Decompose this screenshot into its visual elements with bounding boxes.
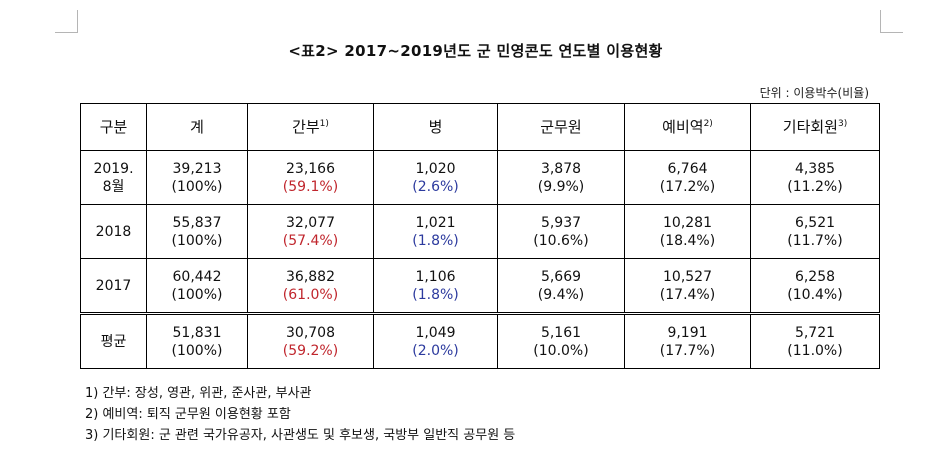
- cell-percent: (57.4%): [282, 232, 339, 249]
- cell-officer: 23,166 (59.1%): [247, 150, 374, 205]
- row-label: 평균: [80, 312, 147, 369]
- cell-percent: (17.7%): [659, 342, 716, 359]
- cell-total: 51,831 (100%): [146, 312, 248, 369]
- cell-other-members: 4,385 (11.2%): [750, 150, 880, 205]
- cell-civilian: 3,878 (9.9%): [497, 150, 625, 205]
- cell-civilian: 5,161 (10.0%): [497, 312, 625, 369]
- table-row: 2018 55,837 (100%) 32,077 (57.4%) 1,021 (1.8%)…: [80, 204, 880, 259]
- cell-value: 23,166: [286, 160, 335, 177]
- cell-percent: (11.7%): [787, 232, 843, 249]
- crop-mark-top-right: [880, 10, 903, 33]
- cell-reserve: 9,191 (17.7%): [624, 312, 751, 369]
- cell-value: 32,077: [286, 214, 335, 231]
- cell-percent: (2.0%): [412, 342, 459, 359]
- footnotes: 1) 간부: 장성, 영관, 위관, 준사관, 부사관 2) 예비역: 퇴직 군…: [85, 383, 515, 446]
- cell-soldier: 1,049 (2.0%): [373, 312, 498, 369]
- cell-other-members: 6,521 (11.7%): [750, 204, 880, 259]
- cell-officer: 30,708 (59.2%): [247, 312, 374, 369]
- unit-label: 단위 : 이용박수(비율): [759, 86, 869, 100]
- cell-value: 36,882: [286, 268, 335, 285]
- cell-percent: (2.6%): [412, 178, 459, 195]
- cell-percent: (59.1%): [282, 178, 339, 195]
- cell-value: 9,191: [667, 324, 708, 341]
- cell-value: 1,021: [415, 214, 456, 231]
- cell-value: 3,878: [540, 160, 582, 177]
- cell-percent: (100%): [171, 232, 223, 249]
- col-header-soldier: 병: [373, 103, 498, 151]
- cell-percent: (11.0%): [787, 342, 843, 359]
- cell-value: 55,837: [172, 214, 222, 231]
- cell-civilian: 5,937 (10.6%): [497, 204, 625, 259]
- cell-percent: (10.0%): [533, 342, 589, 359]
- usage-table: 구분 계 간부1) 병 군무원 예비역2) 기타회원3) 2019. 8월 39,…: [80, 103, 880, 369]
- cell-soldier: 1,106 (1.8%): [373, 258, 498, 314]
- cell-value: 6,258: [794, 268, 836, 285]
- row-label: 2017: [80, 258, 147, 314]
- cell-total: 55,837 (100%): [146, 204, 248, 259]
- cell-value: 5,161: [540, 324, 582, 341]
- cell-percent: (100%): [171, 286, 223, 303]
- table-row: 2017 60,442 (100%) 36,882 (61.0%) 1,106 (1.8%)…: [80, 258, 880, 314]
- cell-soldier: 1,020 (2.6%): [373, 150, 498, 205]
- cell-value: 6,764: [667, 160, 708, 177]
- col-header-civilian: 군무원: [497, 103, 625, 151]
- cell-value: 1,049: [415, 324, 456, 341]
- cell-value: 30,708: [286, 324, 335, 341]
- row-label: 2018: [80, 204, 147, 259]
- cell-percent: (10.6%): [533, 232, 589, 249]
- cell-value: 39,213: [172, 160, 222, 177]
- col-header-total: 계: [146, 103, 248, 151]
- cell-total: 60,442 (100%): [146, 258, 248, 314]
- cell-value: 6,521: [794, 214, 836, 231]
- col-header-officer: 간부1): [247, 103, 374, 151]
- cell-value: 10,527: [663, 268, 712, 285]
- cell-value: 5,669: [540, 268, 582, 285]
- cell-percent: (17.2%): [659, 178, 716, 195]
- cell-percent: (100%): [171, 178, 223, 195]
- cell-other-members: 5,721 (11.0%): [750, 312, 880, 369]
- cell-other-members: 6,258 (10.4%): [750, 258, 880, 314]
- footnote-3: 3) 기타회원: 군 관련 국가유공자, 사관생도 및 후보생, 국방부 일반직…: [85, 428, 516, 443]
- cell-soldier: 1,021 (1.8%): [373, 204, 498, 259]
- header-row: 구분 계 간부1) 병 군무원 예비역2) 기타회원3): [80, 103, 880, 151]
- cell-percent: (9.9%): [537, 178, 585, 195]
- cell-percent: (1.8%): [412, 286, 459, 303]
- cell-reserve: 6,764 (17.2%): [624, 150, 751, 205]
- cell-civilian: 5,669 (9.4%): [497, 258, 625, 314]
- col-header-reserve: 예비역2): [624, 103, 751, 151]
- cell-percent: (10.4%): [787, 286, 843, 303]
- footnote-2: 2) 예비역: 퇴직 군무원 이용현황 포함: [85, 407, 291, 422]
- cell-value: 60,442: [172, 268, 222, 285]
- cell-value: 1,020: [415, 160, 456, 177]
- cell-value: 5,937: [540, 214, 582, 231]
- table-row: 평균 51,831 (100%) 30,708 (59.2%) 1,049 (2.0%) 5,…: [80, 312, 880, 369]
- cell-value: 51,831: [172, 324, 222, 341]
- cell-percent: (61.0%): [282, 286, 339, 303]
- cell-total: 39,213 (100%): [146, 150, 248, 205]
- cell-percent: (1.8%): [412, 232, 459, 249]
- cell-value: 10,281: [663, 214, 712, 231]
- cell-percent: (9.4%): [537, 286, 585, 303]
- cell-value: 4,385: [794, 160, 836, 177]
- crop-mark-top-left: [55, 10, 78, 33]
- footnote-1: 1) 간부: 장성, 영관, 위관, 준사관, 부사관: [85, 386, 312, 401]
- table-row: 2019. 8월 39,213 (100%) 23,166 (59.1%) 1,020 (2…: [80, 150, 880, 205]
- cell-officer: 32,077 (57.4%): [247, 204, 374, 259]
- col-header-other-members: 기타회원3): [750, 103, 880, 151]
- cell-value: 1,106: [415, 268, 456, 285]
- cell-percent: (17.4%): [659, 286, 716, 303]
- cell-percent: (59.2%): [282, 342, 339, 359]
- cell-reserve: 10,527 (17.4%): [624, 258, 751, 314]
- cell-value: 5,721: [794, 324, 836, 341]
- table-title: <표2> 2017~2019년도 군 민영콘도 연도별 이용현황: [288, 42, 663, 60]
- cell-percent: (18.4%): [659, 232, 716, 249]
- cell-officer: 36,882 (61.0%): [247, 258, 374, 314]
- cell-percent: (11.2%): [787, 178, 843, 195]
- cell-reserve: 10,281 (18.4%): [624, 204, 751, 259]
- cell-percent: (100%): [171, 342, 223, 359]
- col-header-category: 구분: [80, 103, 147, 151]
- row-label: 2019. 8월: [80, 150, 147, 205]
